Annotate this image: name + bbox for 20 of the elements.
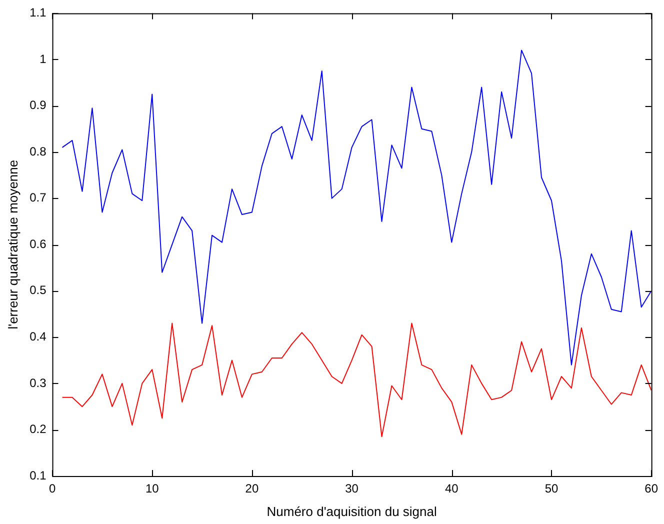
y-tick-label: 0.6 (30, 236, 47, 251)
x-tick-label: 50 (544, 482, 558, 496)
y-tick-label: 0.9 (30, 98, 47, 112)
y-tick-label: 0.3 (30, 376, 47, 390)
x-tick-label: 40 (444, 482, 459, 496)
y-tick-label: 0.8 (30, 144, 47, 158)
y-tick-label: 0.7 (30, 190, 47, 205)
y-tick-label: 1 (40, 52, 47, 66)
x-tick-label: 20 (245, 482, 259, 496)
y-tick-label: 0.2 (30, 422, 47, 436)
y-tick-label: 1.1 (30, 6, 47, 20)
x-tick-label: 0 (48, 482, 56, 496)
y-tick-label: 0.5 (30, 283, 47, 298)
x-tick-label: 60 (644, 482, 658, 496)
y-axis-title: l'erreur quadratique moyenne (5, 160, 20, 330)
x-tick-label: 10 (145, 482, 160, 496)
y-tick-label: 0.1 (30, 468, 47, 482)
x-axis-title: Numéro d'aquisition du signal (266, 504, 437, 519)
x-tick-label: 30 (345, 482, 359, 496)
y-tick-label: 0.4 (30, 329, 47, 344)
